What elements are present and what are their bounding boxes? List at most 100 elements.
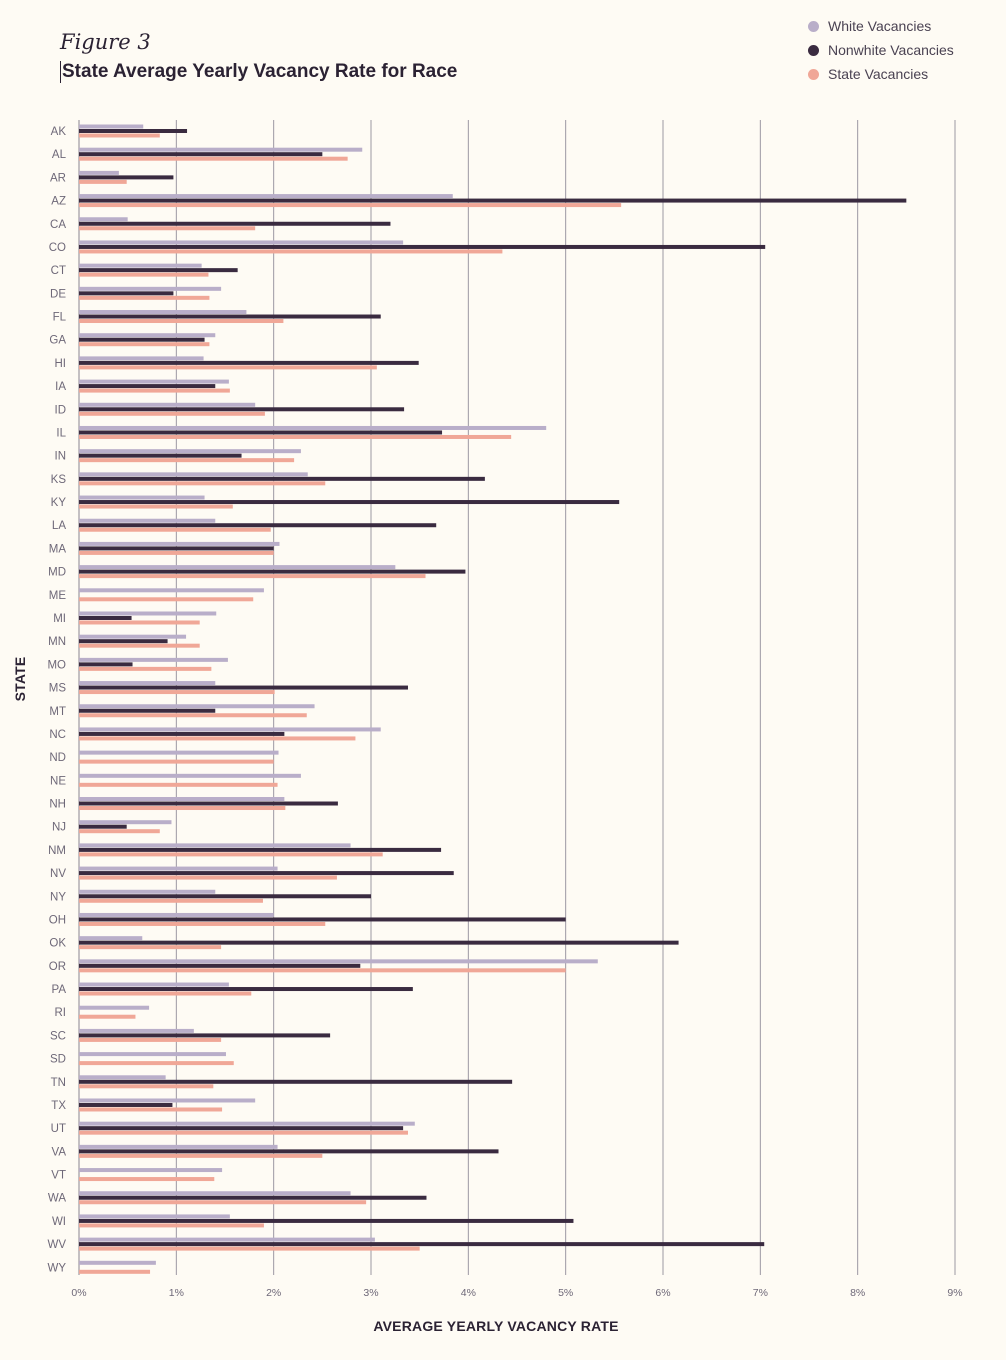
- state-label: ND: [49, 752, 66, 764]
- x-tick-label: 5%: [558, 1287, 573, 1299]
- bar-ut-white: [79, 1121, 415, 1126]
- state-label: IA: [55, 381, 66, 393]
- bar-ia-white: [79, 379, 229, 384]
- state-label: WY: [47, 1262, 66, 1274]
- bar-id-state: [79, 411, 265, 416]
- figure-label: Figure 3: [60, 30, 151, 54]
- bar-ok-state: [79, 945, 222, 950]
- legend-label-nonwhite: Nonwhite Vacancies: [828, 42, 954, 58]
- state-label: WA: [48, 1193, 66, 1205]
- y-axis-title: STATE: [12, 657, 28, 702]
- state-label: GA: [49, 335, 66, 347]
- bar-fl-white: [79, 310, 247, 315]
- bar-nc-state: [79, 736, 356, 741]
- bar-tn-white: [79, 1075, 166, 1080]
- state-label: MN: [48, 636, 66, 648]
- bar-tn-state: [79, 1084, 214, 1089]
- state-label: SD: [50, 1054, 66, 1066]
- bar-sc-nonwhite: [79, 1033, 331, 1038]
- bar-nc-white: [79, 727, 381, 732]
- bar-wa-state: [79, 1200, 367, 1205]
- state-label: FL: [53, 312, 67, 324]
- bar-ms-state: [79, 690, 275, 695]
- bar-ky-nonwhite: [79, 500, 620, 505]
- bar-wa-white: [79, 1191, 351, 1196]
- bar-tx-white: [79, 1098, 256, 1103]
- bar-al-state: [79, 156, 348, 161]
- bar-nc-nonwhite: [79, 731, 285, 736]
- bar-wi-state: [79, 1223, 264, 1228]
- bar-id-nonwhite: [79, 407, 405, 412]
- state-label: OK: [49, 938, 66, 950]
- bar-la-white: [79, 518, 216, 523]
- bar-md-state: [79, 574, 426, 579]
- legend-marker-nonwhite: [808, 44, 819, 56]
- state-label: KS: [51, 474, 67, 486]
- bar-ak-state: [79, 133, 160, 138]
- state-label: RI: [55, 1007, 67, 1019]
- bar-fl-nonwhite: [79, 314, 381, 319]
- bar-ca-state: [79, 226, 256, 231]
- state-label: SC: [50, 1030, 66, 1042]
- bar-in-white: [79, 449, 301, 454]
- state-label: NC: [49, 729, 66, 741]
- bar-az-state: [79, 203, 622, 208]
- chart-title: State Average Yearly Vacancy Rate for Ra…: [60, 61, 458, 83]
- state-label: VA: [52, 1146, 67, 1158]
- bar-nm-state: [79, 852, 383, 857]
- bar-fl-state: [79, 319, 284, 324]
- bar-ct-nonwhite: [79, 268, 238, 273]
- state-label: KY: [51, 497, 67, 509]
- bars: [79, 124, 907, 1274]
- state-label: NM: [48, 845, 66, 857]
- legend-item-white: White Vacancies: [808, 14, 954, 38]
- bar-la-nonwhite: [79, 523, 437, 528]
- state-label: CT: [51, 265, 66, 277]
- state-label: OR: [49, 961, 66, 973]
- bar-ne-white: [79, 773, 301, 778]
- x-tick-label: 9%: [947, 1287, 962, 1299]
- state-label: MI: [53, 613, 66, 625]
- bar-in-state: [79, 458, 295, 463]
- state-label: NJ: [52, 822, 66, 834]
- bar-mi-state: [79, 620, 200, 625]
- bar-ca-nonwhite: [79, 221, 391, 226]
- bar-ny-white: [79, 889, 216, 894]
- state-label: VT: [51, 1170, 66, 1182]
- bar-ga-white: [79, 333, 216, 338]
- bar-va-nonwhite: [79, 1149, 499, 1154]
- bar-nh-nonwhite: [79, 801, 338, 806]
- bar-ms-nonwhite: [79, 685, 408, 690]
- bar-ks-state: [79, 481, 326, 486]
- bar-wy-state: [79, 1269, 151, 1274]
- bar-sd-white: [79, 1052, 226, 1057]
- bar-wv-white: [79, 1237, 375, 1242]
- bar-ak-nonwhite: [79, 129, 188, 133]
- bar-oh-white: [79, 912, 274, 917]
- bar-me-state: [79, 597, 254, 602]
- state-label: NV: [50, 868, 66, 880]
- x-tick-label: 7%: [753, 1287, 768, 1299]
- state-label: CO: [49, 242, 66, 254]
- state-label: TX: [51, 1100, 66, 1112]
- bar-ne-state: [79, 782, 278, 787]
- bar-ny-nonwhite: [79, 894, 371, 899]
- bar-ok-nonwhite: [79, 940, 679, 945]
- x-tick-label: 4%: [461, 1287, 476, 1299]
- state-label: LA: [52, 520, 66, 532]
- bar-ma-nonwhite: [79, 546, 274, 551]
- bar-hi-white: [79, 356, 204, 361]
- bar-az-nonwhite: [79, 198, 907, 203]
- bar-md-white: [79, 565, 396, 570]
- legend-marker-state: [808, 68, 819, 80]
- bar-wi-white: [79, 1214, 230, 1219]
- bar-ga-nonwhite: [79, 337, 205, 342]
- state-label: MA: [49, 543, 67, 555]
- legend: White Vacancies Nonwhite Vacancies State…: [808, 14, 954, 86]
- bar-tn-nonwhite: [79, 1079, 513, 1084]
- bar-ok-white: [79, 936, 143, 941]
- bar-in-nonwhite: [79, 453, 242, 458]
- bar-ar-nonwhite: [79, 175, 174, 180]
- state-label: MS: [49, 683, 67, 695]
